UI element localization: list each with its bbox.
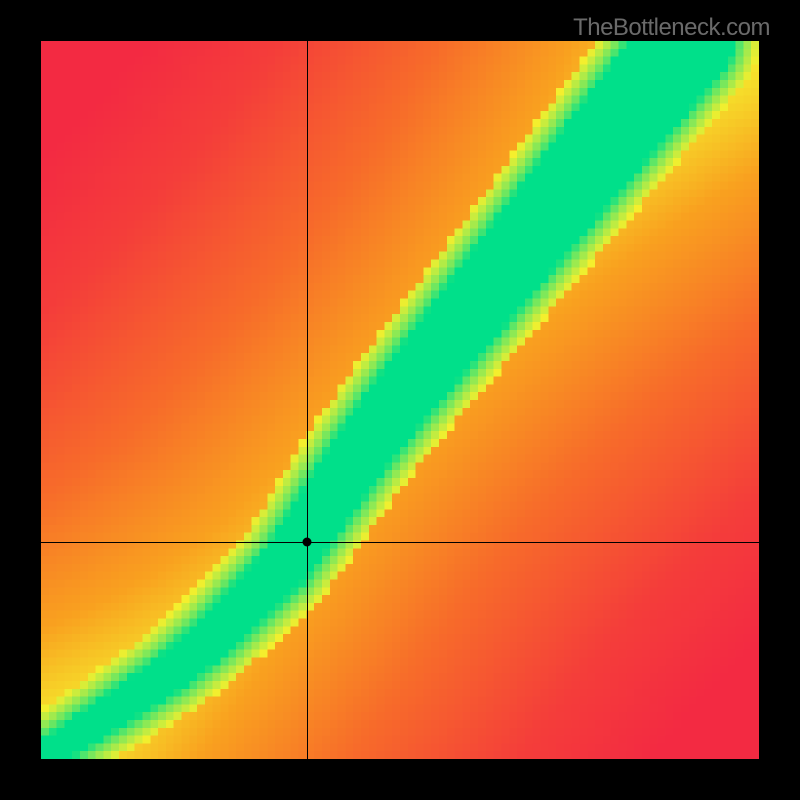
watermark-text: TheBottleneck.com xyxy=(573,14,770,42)
crosshair-horizontal-line xyxy=(41,542,759,543)
crosshair-marker-dot xyxy=(302,538,311,547)
bottleneck-heatmap xyxy=(41,41,759,759)
crosshair-vertical-line xyxy=(307,41,308,759)
